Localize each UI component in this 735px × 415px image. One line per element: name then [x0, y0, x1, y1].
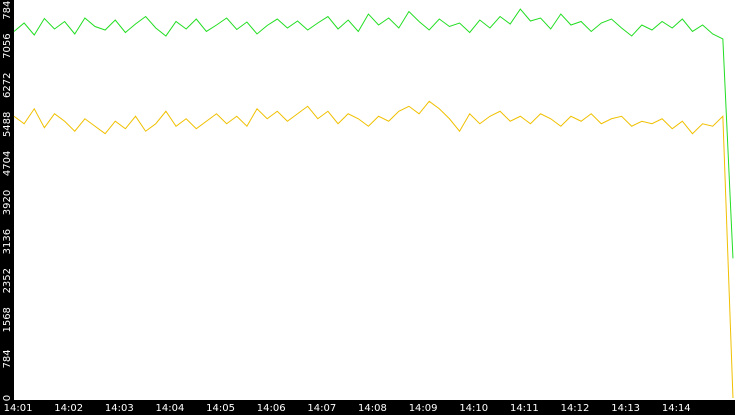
x-tick-label: 14:04	[156, 403, 185, 414]
x-tick-label: 14:09	[409, 403, 438, 414]
y-tick-label: 7841	[2, 0, 13, 20]
y-tick-label: 1568	[2, 307, 13, 332]
x-tick-label: 14:10	[459, 403, 488, 414]
y-tick-label: 784	[2, 349, 13, 368]
y-tick-label: 4704	[2, 151, 13, 176]
x-tick-label: 14:12	[561, 403, 590, 414]
series-line	[13, 8, 734, 259]
series-line	[13, 100, 734, 399]
x-tick-label: 14:07	[307, 403, 336, 414]
x-tick-label: 14:08	[358, 403, 387, 414]
x-tick-label: 14:11	[510, 403, 539, 414]
x-tick-label: 14:13	[611, 403, 640, 414]
y-tick-label: 3920	[2, 190, 13, 215]
y-tick-label: 2352	[2, 268, 13, 293]
x-tick-label: 14:03	[105, 403, 134, 414]
x-tick-label: 14:14	[662, 403, 691, 414]
x-tick-label: 14:06	[257, 403, 286, 414]
y-tick-label: 7056	[2, 33, 13, 58]
y-tick-label: 0	[2, 395, 13, 401]
y-tick-label: 5488	[2, 112, 13, 137]
plot-area	[14, 0, 735, 400]
y-tick-label: 3136	[2, 229, 13, 254]
x-tick-label: 14:05	[206, 403, 235, 414]
x-tick-label: 14:01	[4, 403, 33, 414]
y-tick-label: 6272	[2, 73, 13, 98]
x-tick-label: 14:02	[54, 403, 83, 414]
